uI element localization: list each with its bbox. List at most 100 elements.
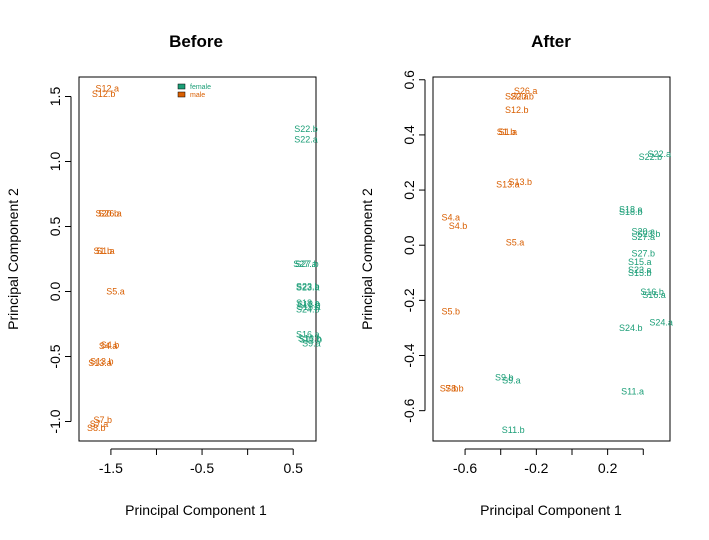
after-y-tick-label: 0.0	[401, 235, 417, 255]
after-point-label: S23.a	[628, 265, 652, 275]
legend-label-male: male	[190, 92, 205, 99]
before-title: Before	[169, 32, 223, 51]
after-point-label: S27.a	[632, 232, 656, 242]
after-point-label: S7.b	[440, 384, 459, 394]
before-point-label: S18.b	[297, 300, 321, 310]
after-point-label: S12.b	[505, 105, 529, 115]
before-point-label: S4.b	[101, 340, 120, 350]
before-x-axis: -1.5 -0.5 0.5	[99, 448, 303, 476]
after-title: After	[531, 32, 571, 51]
after-point-label: S20.b	[510, 91, 534, 101]
after-point-label: S24.b	[619, 323, 643, 333]
before-y-axis: -1.0 -0.5 0.0 0.5 1.0 1.5	[47, 87, 72, 434]
after-x-tick-label: -0.6	[453, 460, 477, 476]
before-point-label: S27.b	[295, 259, 319, 269]
before-point-label: S7.a	[90, 419, 109, 429]
after-y-tick-label: -0.2	[401, 288, 417, 312]
before-point-label: S1.b	[93, 246, 112, 256]
legend-swatch-male	[177, 91, 186, 98]
after-x-tick-label: -0.2	[524, 460, 548, 476]
before-point-label: S13.b	[90, 357, 114, 367]
before-point-label: S22.b	[294, 124, 318, 134]
after-point-label: S11.b	[502, 425, 525, 435]
before-y-tick-label: -1.0	[47, 409, 63, 433]
after-x-tick-label: 0.2	[598, 460, 618, 476]
before-point-label: S16.b	[298, 333, 322, 343]
before-point-label: S24.b	[296, 305, 320, 315]
before-x-tick-label: 0.5	[283, 460, 303, 476]
after-point-label: S20.a	[632, 226, 656, 236]
after-point-label: S8.b	[445, 384, 464, 394]
after-y-tick-label: 0.6	[401, 70, 417, 90]
before-point-label: S23.b	[296, 281, 320, 291]
after-point-label: S16.b	[640, 287, 664, 297]
legend-swatch-female	[177, 83, 186, 90]
after-y-axis: -0.6 -0.4 -0.2 0.0 0.2 0.4 0.6	[401, 70, 426, 423]
after-point-label: S15.a	[628, 257, 652, 267]
before-point-label: S11.b	[299, 335, 322, 345]
before-point-label: S23.a	[296, 283, 320, 293]
after-point-label: S23.b	[637, 229, 661, 239]
before-point-label: S12.a	[95, 84, 119, 94]
after-point-label: S20.a	[505, 91, 529, 101]
before-point-label: S22.a	[294, 134, 318, 144]
before-point-label: S12.b	[92, 89, 116, 99]
after-point-label: S9.a	[502, 375, 521, 385]
before-y-tick-label: 0.0	[47, 282, 63, 302]
before-point-label: S4.a	[99, 341, 118, 351]
before-point-label: S9.a	[302, 339, 321, 349]
before-y-tick-label: 1.5	[47, 87, 63, 107]
before-y-axis-label: Principal Component 2	[5, 188, 21, 330]
after-point-label: S9.b	[495, 373, 514, 383]
before-x-tick-label: -0.5	[190, 460, 214, 476]
before-point-label: S8.b	[87, 423, 106, 433]
after-plot-box	[432, 76, 671, 442]
before-point-label: S20.b	[95, 209, 119, 219]
after-panel: After Principal Component 1 Principal Co…	[359, 32, 673, 518]
after-point-label: S22.a	[648, 149, 672, 159]
after-point-label: S13.a	[496, 180, 520, 190]
after-point-label: S5.a	[506, 237, 525, 247]
after-point-label: S22.b	[639, 152, 663, 162]
before-x-axis-label: Principal Component 1	[125, 502, 267, 518]
before-point-label: S7.b	[93, 415, 112, 425]
before-y-tick-label: 0.5	[47, 217, 63, 237]
before-y-tick-label: -0.5	[47, 344, 63, 368]
before-point-label: S5.a	[106, 287, 125, 297]
after-y-axis-label: Principal Component 2	[359, 188, 375, 330]
after-points: S26.aS20.bS20.aS12.bS1.aS1.bS22.aS22.bS1…	[440, 86, 673, 435]
after-point-label: S5.b	[442, 306, 461, 316]
before-point-label: S26.a	[98, 209, 122, 219]
before-point-label: S15.a	[297, 302, 321, 312]
after-x-axis: -0.6 -0.2 0.2	[453, 448, 644, 476]
after-y-tick-label: -0.4	[401, 343, 417, 367]
before-point-label: S16.a	[296, 329, 320, 339]
after-point-label: S26.a	[514, 86, 538, 96]
after-y-tick-label: -0.6	[401, 398, 417, 422]
after-point-label: S11.a	[621, 386, 644, 396]
before-point-label: S27.a	[293, 259, 317, 269]
after-x-axis-label: Principal Component 1	[480, 502, 622, 518]
before-point-label: S1.a	[96, 246, 115, 256]
after-point-label: S18.a	[619, 204, 643, 214]
before-x-tick-label: -1.5	[99, 460, 123, 476]
before-point-label: S18.a	[296, 298, 320, 308]
after-y-tick-label: 0.4	[401, 125, 417, 145]
after-point-label: S15.b	[628, 268, 652, 278]
after-point-label: S4.b	[449, 221, 468, 231]
before-y-tick-label: 1.0	[47, 152, 63, 172]
after-y-tick-label: 0.2	[401, 180, 417, 200]
before-panel: Before Principal Component 1 Principal C…	[5, 32, 322, 518]
after-point-label: S16.a	[642, 290, 666, 300]
after-point-label: S13.b	[509, 177, 533, 187]
legend-label-female: female	[190, 84, 211, 91]
before-point-label: S13.a	[88, 358, 112, 368]
after-point-label: S4.a	[442, 213, 461, 223]
after-point-label: S24.a	[649, 317, 673, 327]
after-point-label: S1.a	[499, 127, 518, 137]
after-point-label: S27.b	[632, 248, 656, 258]
before-plot-box	[78, 76, 317, 442]
